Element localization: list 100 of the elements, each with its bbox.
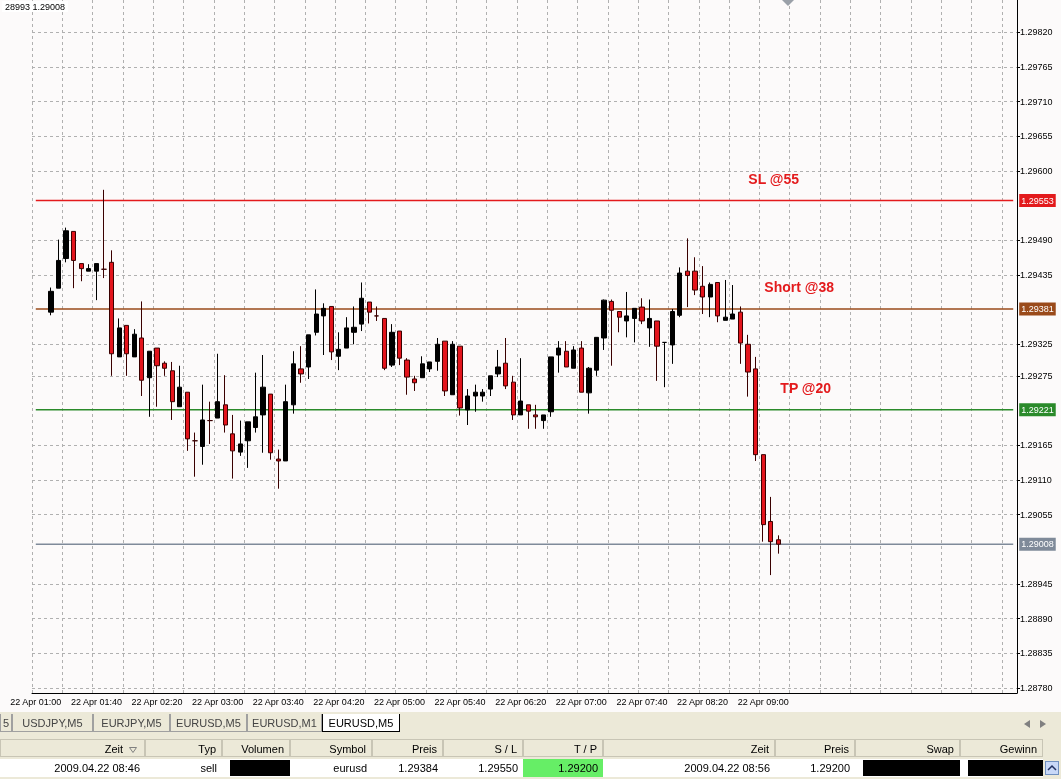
candlestick [670, 308, 675, 365]
candlestick [594, 336, 599, 377]
candlestick [200, 384, 205, 466]
candlestick [336, 331, 341, 371]
x-tick-label: 22 Apr 07:40 [616, 696, 668, 707]
candlestick [268, 393, 273, 461]
candlestick [132, 328, 137, 358]
candlestick [723, 279, 728, 321]
candlestick [177, 365, 182, 408]
candlestick [571, 345, 576, 369]
candlestick [223, 374, 228, 434]
y-tick-label: 1.28835 [1020, 648, 1053, 659]
text: 5 [0, 714, 12, 732]
x-tick-label: 22 Apr 07:00 [555, 696, 607, 707]
ref-line-label: 1.29381 [1021, 303, 1054, 314]
y-tick-label: 1.29110 [1020, 474, 1052, 485]
ref-line-label: 1.29008 [1021, 539, 1054, 550]
text: USDJPY,M5 [12, 714, 93, 732]
y-tick-label: 1.29820 [1020, 27, 1053, 38]
candlestick [351, 305, 357, 345]
text: EURJPY,M5 [93, 714, 170, 732]
y-tick-label: 1.29490 [1020, 235, 1053, 246]
y-tick-label: 1.29055 [1020, 509, 1053, 520]
candlestick [533, 404, 538, 430]
category-label: Gewinn [999, 743, 1037, 755]
candlestick [412, 375, 417, 392]
candlestick [185, 391, 190, 452]
category-label: T / P [573, 743, 597, 755]
y-tick-label: 1.29165 [1020, 440, 1053, 451]
text: 1.29200 [810, 762, 850, 774]
candlestick [382, 317, 387, 371]
candlestick [700, 265, 705, 315]
candlestick [139, 300, 144, 397]
annotation: Short @38 [764, 278, 835, 295]
text: 2009.04.22 08:46 [54, 762, 140, 774]
text: sell [200, 762, 217, 774]
candlestick [526, 404, 531, 430]
candlestick [488, 375, 493, 397]
annotation: SL @55 [748, 170, 800, 187]
candlestick [541, 414, 546, 430]
category-label: Zeit [104, 743, 123, 755]
candlestick [715, 282, 720, 323]
text: EURUSD,M5 [170, 714, 247, 732]
y-tick-label: 1.29325 [1020, 339, 1053, 350]
candlestick [154, 347, 160, 408]
x-tick-label: 22 Apr 06:20 [495, 696, 547, 707]
y-tick-label: 1.28890 [1020, 613, 1053, 624]
candlestick [207, 401, 213, 445]
candlestick [503, 337, 508, 390]
candlestick [306, 334, 311, 380]
candlestick [367, 301, 372, 324]
y-tick-label: 1.29435 [1020, 269, 1053, 280]
annotation: 28993 1.29008 [5, 1, 66, 12]
candlestick [420, 355, 425, 379]
category-label: S / L [494, 743, 517, 755]
x-tick-label: 22 Apr 03:00 [192, 696, 244, 707]
candlestick [662, 341, 667, 388]
y-tick-label: 1.28780 [1020, 682, 1053, 693]
candlestick [79, 263, 84, 282]
candlestick [442, 340, 448, 397]
category-label: Preis [411, 743, 437, 755]
candlestick [639, 297, 645, 325]
candlestick [435, 337, 440, 372]
x-tick-label: 22 Apr 05:40 [434, 696, 486, 707]
candlestick [457, 345, 463, 417]
text: EURUSD,M1 [247, 714, 322, 732]
candlestick [389, 323, 395, 368]
candlestick [48, 287, 54, 316]
candlestick [654, 320, 660, 382]
candlestick [511, 375, 516, 421]
candlestick [230, 414, 235, 480]
x-tick-label: 22 Apr 01:00 [10, 696, 62, 707]
candlestick [344, 316, 349, 349]
x-tick-label: 22 Apr 03:40 [252, 696, 304, 707]
y-tick-label: 1.29710 [1020, 96, 1053, 107]
candlestick [730, 284, 735, 320]
text: 1.29550 [478, 762, 518, 774]
candlestick [109, 249, 114, 377]
candlestick [298, 345, 304, 384]
candlestick [404, 357, 410, 396]
candlestick [518, 357, 523, 416]
candlestick [617, 311, 622, 333]
annotation: TP @20 [780, 379, 832, 396]
candlestick [314, 288, 319, 336]
candlestick [374, 305, 379, 322]
ref-line-label: 1.29221 [1021, 404, 1054, 415]
candlestick [162, 360, 167, 377]
candlestick [192, 432, 198, 478]
candlestick [56, 239, 61, 289]
text: 1.29384 [398, 762, 438, 774]
candlestick [768, 496, 773, 576]
candlestick [397, 330, 402, 366]
candlestick [321, 302, 326, 356]
x-tick-label: 22 Apr 09:00 [737, 696, 789, 707]
candlestick [124, 324, 129, 377]
ref-line-label: 1.29553 [1021, 195, 1054, 206]
candlestick [495, 349, 501, 378]
x-tick-label: 22 Apr 04:20 [313, 696, 365, 707]
candlestick [738, 305, 743, 365]
text: eurusd [333, 762, 367, 774]
